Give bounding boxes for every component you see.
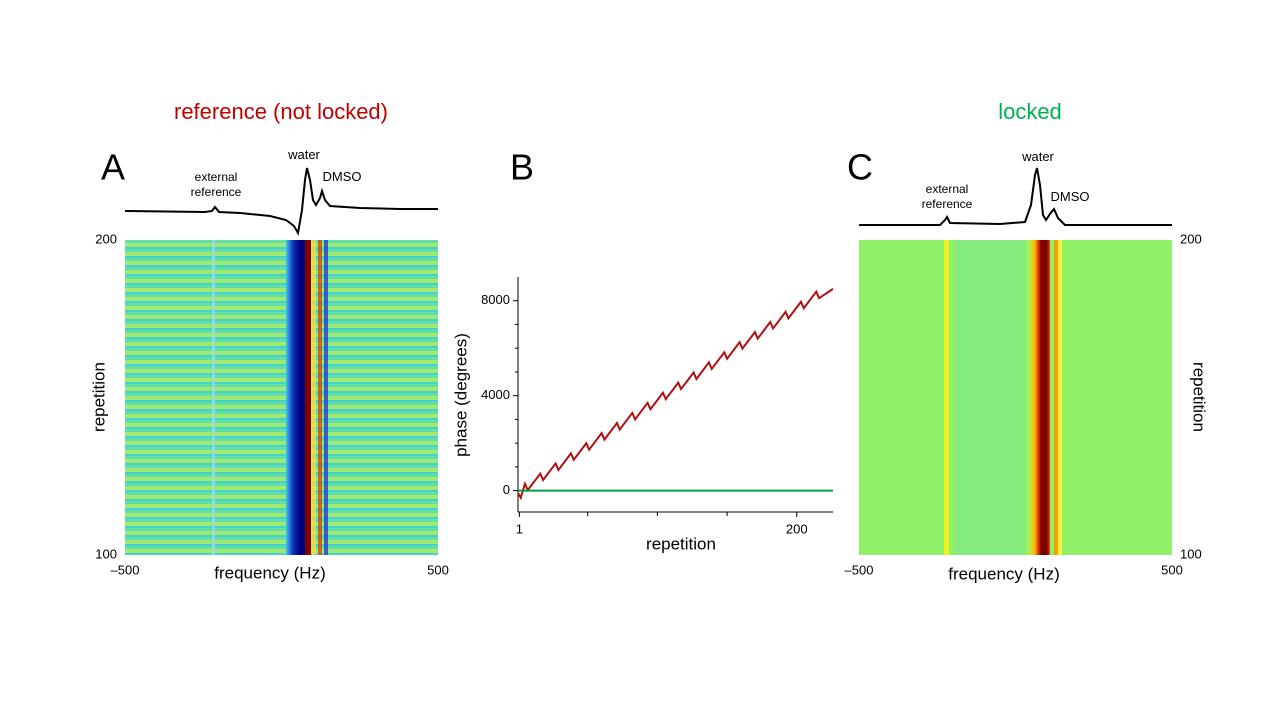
y-tick-label: 100: [1180, 546, 1202, 561]
heatmap-image-c: [859, 240, 1172, 555]
annotation: external reference: [921, 182, 973, 211]
panel-letter: C: [847, 147, 873, 188]
x-tick-label: 1: [516, 521, 523, 536]
x-tick-label: 200: [786, 521, 808, 536]
y-tick-label: 100: [95, 546, 117, 561]
annotation: external reference: [190, 170, 242, 199]
panel-letter: A: [101, 147, 125, 188]
panel-letter: B: [510, 147, 534, 188]
x-tick-label: –500: [845, 562, 874, 577]
data-line: [517, 288, 834, 501]
y-tick-label: 0: [503, 482, 510, 497]
y-axis-label: phase (degrees): [451, 333, 470, 457]
y-tick-label: 200: [95, 231, 117, 246]
x-tick-label: 500: [1161, 562, 1183, 577]
y-tick-label: 8000: [481, 292, 510, 307]
annotation: DMSO: [322, 169, 362, 184]
annotation: DMSO: [1050, 189, 1090, 204]
y-axis-label: repetition: [89, 362, 108, 432]
panel-title: locked: [998, 99, 1062, 124]
spectrum-c: [859, 167, 1172, 226]
panel-title: reference (not locked): [174, 99, 388, 124]
y-axis-label: repetition: [1190, 362, 1209, 432]
y-tick-label: 4000: [481, 387, 510, 402]
x-axis-label: repetition: [646, 534, 716, 553]
x-tick-label: 500: [427, 562, 449, 577]
spectrum-a: [124, 167, 438, 236]
annotation: water: [1022, 149, 1054, 164]
x-axis-label: frequency (Hz): [948, 564, 1059, 583]
heatmap-image-a: [125, 240, 438, 555]
x-axis-label: frequency (Hz): [214, 563, 325, 582]
y-tick-label: 200: [1180, 231, 1202, 246]
x-tick-label: –500: [111, 562, 140, 577]
annotation: water: [288, 147, 320, 162]
